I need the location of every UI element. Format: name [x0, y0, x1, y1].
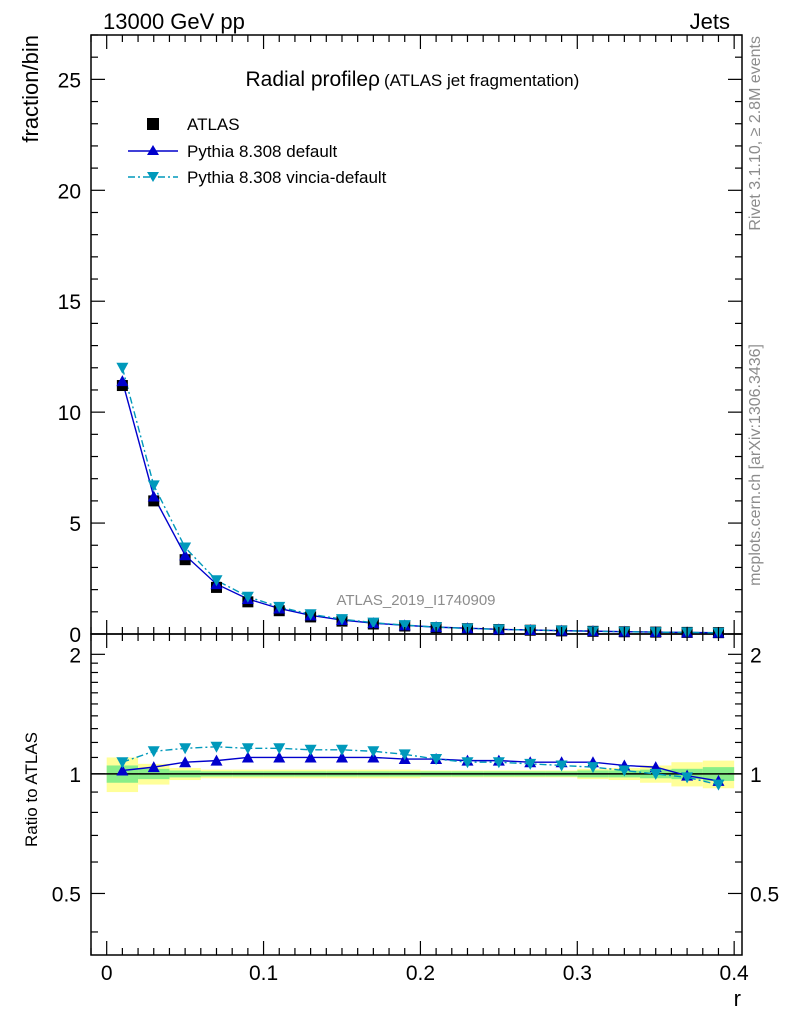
series-line-ratio-pythia-vincia	[122, 746, 719, 786]
legend-atlas-label: ATLAS	[187, 115, 240, 134]
data-point-ratio-pythia-default	[210, 754, 223, 766]
analysis-id-label: ATLAS_2019_I1740909	[336, 592, 495, 609]
ratio-plot-frame	[90, 633, 743, 956]
data-point-ratio-pythia-default	[335, 751, 348, 763]
data-point-ratio-pythia-vincia	[430, 754, 443, 766]
main-y-tick-label: 15	[58, 291, 81, 314]
legend: ATLAS Pythia 8.308 default Pythia 8.308 …	[128, 115, 387, 187]
data-point-ratio-pythia-vincia	[273, 743, 286, 755]
ratio-y-tick-label-right: 1	[750, 764, 762, 787]
data-point-pythia-vincia	[273, 601, 286, 613]
main-y-tick-label: 5	[69, 513, 81, 536]
x-tick-label: 0.1	[249, 962, 278, 985]
data-point-ratio-pythia-vincia	[304, 744, 317, 756]
data-point-ratio-pythia-vincia	[116, 757, 129, 769]
data-point-ratio-pythia-default	[147, 761, 160, 773]
data-point-ratio-pythia-vincia	[524, 758, 537, 770]
data-point-ratio-pythia-vincia	[335, 744, 348, 756]
x-tick-label: 0.3	[563, 962, 592, 985]
data-point-pythia-vincia	[210, 575, 223, 587]
legend-default-label: Pythia 8.308 default	[187, 142, 338, 161]
data-point-ratio-pythia-vincia	[555, 760, 568, 772]
data-point-ratio-pythia-vincia	[712, 779, 725, 791]
main-y-tick-label: 20	[58, 180, 81, 203]
header-right-label: Jets	[690, 9, 730, 34]
x-tick-label: 0.2	[406, 962, 435, 985]
data-point-ratio-pythia-vincia	[461, 757, 474, 769]
data-point-ratio-pythia-default	[116, 764, 129, 776]
data-point-ratio-pythia-vincia	[147, 746, 160, 758]
data-point-pythia-default	[179, 549, 192, 561]
data-point-ratio-pythia-default	[304, 751, 317, 763]
data-point-ratio-pythia-vincia	[492, 757, 505, 769]
data-point-ratio-pythia-vincia	[681, 772, 694, 784]
data-point-pythia-vincia	[367, 617, 380, 629]
data-point-ratio-pythia-vincia	[586, 762, 599, 774]
ratio-y-tick-label-right: 0.5	[750, 883, 779, 906]
rivet-version-label: Rivet 3.1.10, ≥ 2.8M events	[747, 36, 764, 231]
ratio-plot-layer	[91, 741, 742, 793]
chart-title: Radial profileρ	[245, 68, 380, 91]
header-left-label: 13000 GeV pp	[103, 9, 245, 34]
ratio-y-tick-label-left: 0.5	[52, 883, 81, 906]
data-point-pythia-vincia	[116, 362, 129, 374]
data-point-pythia-vincia	[335, 614, 348, 626]
data-point-ratio-pythia-vincia	[367, 746, 380, 758]
data-point-ratio-pythia-default	[179, 756, 192, 768]
legend-vincia-label: Pythia 8.308 vincia-default	[187, 168, 387, 187]
ratio-y-tick-label-left: 1	[69, 764, 81, 787]
data-point-ratio-pythia-vincia	[398, 749, 411, 761]
data-point-pythia-vincia	[304, 609, 317, 621]
main-y-tick-label: 0	[69, 624, 81, 647]
main-y-tick-label: 10	[58, 402, 81, 425]
data-point-ratio-pythia-default	[273, 751, 286, 763]
main-y-tick-label: 25	[58, 69, 81, 92]
data-point-pythia-vincia	[241, 591, 254, 603]
data-point-pythia-default	[147, 490, 160, 502]
legend-vincia-marker	[147, 172, 159, 182]
ratio-y-axis-label: Ratio to ATLAS	[22, 732, 41, 847]
data-point-ratio-pythia-default	[241, 751, 254, 763]
data-point-pythia-vincia	[179, 542, 192, 554]
x-tick-label: 0	[101, 962, 113, 985]
data-point-pythia-vincia	[147, 480, 160, 492]
chart-subtitle: (ATLAS jet fragmentation)	[384, 71, 579, 90]
x-tick-label: 0.4	[720, 962, 750, 985]
x-axis-label: r	[734, 986, 741, 1011]
data-point-ratio-pythia-vincia	[241, 743, 254, 755]
data-point-pythia-default	[116, 375, 129, 387]
data-point-ratio-pythia-vincia	[210, 741, 223, 753]
legend-atlas-marker	[147, 118, 159, 130]
ratio-y-tick-label-right: 2	[750, 644, 762, 667]
data-point-ratio-pythia-vincia	[179, 743, 192, 755]
mcplots-label: mcplots.cern.ch [arXiv:1306.3436]	[747, 344, 764, 586]
data-point-pythia-vincia	[398, 620, 411, 632]
data-point-ratio-pythia-vincia	[618, 765, 631, 777]
data-point-ratio-pythia-vincia	[649, 768, 662, 780]
series-line-ratio-pythia-default	[122, 756, 719, 782]
ratio-y-tick-label-left: 2	[69, 644, 81, 667]
legend-default-marker	[147, 145, 159, 155]
main-y-axis-label: fraction/bin	[18, 35, 43, 143]
